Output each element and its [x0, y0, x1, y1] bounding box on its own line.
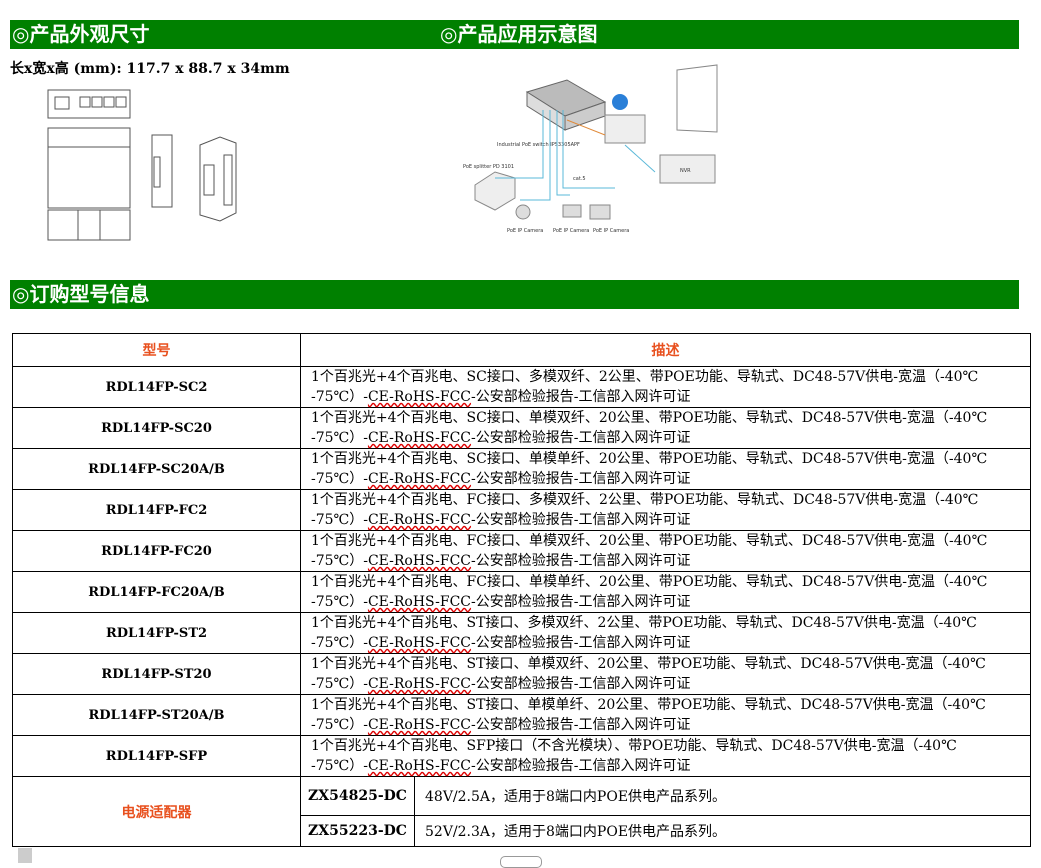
- camera-label: PoE IP Camera: [507, 228, 543, 234]
- model-cell: RDL14FP-SFP: [12, 735, 301, 777]
- description-cell: 1个百兆光+4个百兆电、FC接口、多模双纤、2公里、带POE功能、导轨式、DC4…: [300, 489, 1031, 531]
- adapter-label: 电源适配器: [12, 776, 301, 847]
- desc-line2b: -公安部检验报告-工信部入网许可证: [471, 635, 691, 651]
- desc-line1: 1个百兆光+4个百兆电、ST接口、单模单纤、20公里、带POE功能、导轨式、DC…: [311, 697, 986, 713]
- desc-line2a: -75℃）-: [311, 758, 368, 774]
- model-cell: RDL14FP-SC20A/B: [12, 448, 301, 490]
- model-cell: RDL14FP-FC20: [12, 530, 301, 572]
- scrollbar[interactable]: [18, 848, 32, 863]
- desc-line2b: -公安部检验报告-工信部入网许可证: [471, 717, 691, 733]
- model-cell: RDL14FP-FC2: [12, 489, 301, 531]
- table-row: RDL14FP-FC20 1个百兆光+4个百兆电、FC接口、单模双纤、20公里、…: [12, 530, 1031, 572]
- product-dimension-drawing: [47, 89, 237, 241]
- resize-handle[interactable]: [500, 856, 542, 868]
- description-cell: 1个百兆光+4个百兆电、ST接口、单模单纤、20公里、带POE功能、导轨式、DC…: [300, 694, 1031, 736]
- desc-line2b: -公安部检验报告-工信部入网许可证: [471, 389, 691, 405]
- table-row: RDL14FP-SC20 1个百兆光+4个百兆电、SC接口、单模双纤、20公里、…: [12, 407, 1031, 449]
- adapter-desc: 52V/2.3A，适用于8端口内POE供电产品系列。: [414, 815, 1031, 847]
- desc-line2a: -75℃）-: [311, 471, 368, 487]
- desc-cert: CE-RoHS-FCC: [367, 758, 472, 774]
- description-cell: 1个百兆光+4个百兆电、SC接口、单模双纤、20公里、带POE功能、导轨式、DC…: [300, 407, 1031, 449]
- camera-label: PoE IP Camera: [553, 228, 589, 234]
- adapter-desc: 48V/2.5A，适用于8端口内POE供电产品系列。: [414, 776, 1031, 816]
- section-title-ordering: ◎订购型号信息: [12, 282, 150, 306]
- desc-line1: 1个百兆光+4个百兆电、SC接口、单模单纤、20公里、带POE功能、导轨式、DC…: [311, 451, 988, 467]
- desc-line2b: -公安部检验报告-工信部入网许可证: [471, 758, 691, 774]
- section-title-application: ◎产品应用示意图: [440, 22, 598, 46]
- desc-line1: 1个百兆光+4个百兆电、ST接口、多模双纤、2公里、带POE功能、导轨式、DC4…: [311, 615, 977, 631]
- model-cell: RDL14FP-ST20A/B: [12, 694, 301, 736]
- desc-cert: CE-RoHS-FCC: [367, 635, 472, 651]
- table-row: RDL14FP-FC20A/B 1个百兆光+4个百兆电、FC接口、单模单纤、20…: [12, 571, 1031, 613]
- desc-line2a: -75℃）-: [311, 512, 368, 528]
- model-cell: RDL14FP-ST20: [12, 653, 301, 695]
- table-header-row: 型号 描述: [12, 333, 1031, 367]
- description-cell: 1个百兆光+4个百兆电、SFP接口（不含光模块）、带POE功能、导轨式、DC48…: [300, 735, 1031, 777]
- splitter-label: PoE splitter PD 3101: [463, 164, 514, 170]
- model-cell: RDL14FP-SC2: [12, 366, 301, 408]
- table-row: RDL14FP-ST20A/B 1个百兆光+4个百兆电、ST接口、单模单纤、20…: [12, 694, 1031, 736]
- desc-cert: CE-RoHS-FCC: [367, 594, 472, 610]
- table-row: RDL14FP-SC20A/B 1个百兆光+4个百兆电、SC接口、单模单纤、20…: [12, 448, 1031, 490]
- nvr-label: NVR: [680, 168, 691, 174]
- desc-line1: 1个百兆光+4个百兆电、SFP接口（不含光模块）、带POE功能、导轨式、DC48…: [311, 738, 957, 754]
- description-cell: 1个百兆光+4个百兆电、FC接口、单模双纤、20公里、带POE功能、导轨式、DC…: [300, 530, 1031, 572]
- desc-cert: CE-RoHS-FCC: [367, 471, 472, 487]
- section-bar-top: ◎产品外观尺寸 ◎产品应用示意图: [10, 20, 1019, 49]
- desc-line2b: -公安部检验报告-工信部入网许可证: [471, 430, 691, 446]
- description-cell: 1个百兆光+4个百兆电、ST接口、多模双纤、2公里、带POE功能、导轨式、DC4…: [300, 612, 1031, 654]
- dimensions-text: 长x宽x高 (mm): 117.7 x 88.7 x 34mm: [10, 61, 290, 77]
- adapter-model: ZX55223-DC: [300, 815, 415, 847]
- desc-line2a: -75℃）-: [311, 717, 368, 733]
- model-cell: RDL14FP-FC20A/B: [12, 571, 301, 613]
- cable-label: cat.5: [573, 176, 586, 182]
- desc-line2b: -公安部检验报告-工信部入网许可证: [471, 512, 691, 528]
- table-row: RDL14FP-SFP 1个百兆光+4个百兆电、SFP接口（不含光模块）、带PO…: [12, 735, 1031, 777]
- desc-cert: CE-RoHS-FCC: [367, 389, 472, 405]
- ordering-table: 型号 描述 RDL14FP-SC2 1个百兆光+4个百兆电、SC接口、多模双纤、…: [12, 333, 1031, 847]
- desc-line2a: -75℃）-: [311, 594, 368, 610]
- desc-line1: 1个百兆光+4个百兆电、FC接口、单模双纤、20公里、带POE功能、导轨式、DC…: [311, 533, 988, 549]
- table-row: RDL14FP-FC2 1个百兆光+4个百兆电、FC接口、多模双纤、2公里、带P…: [12, 489, 1031, 531]
- switch-label: Industrial PoE switch IPS3305APF: [497, 142, 580, 148]
- table-row-adapter: ZX55223-DC 52V/2.3A，适用于8端口内POE供电产品系列。: [13, 815, 1031, 847]
- desc-line2b: -公安部检验报告-工信部入网许可证: [471, 676, 691, 692]
- description-cell: 1个百兆光+4个百兆电、ST接口、单模双纤、20公里、带POE功能、导轨式、DC…: [300, 653, 1031, 695]
- application-diagram: Industrial PoE switch IPS3305APF PoE spl…: [463, 64, 718, 234]
- description-cell: 1个百兆光+4个百兆电、SC接口、多模双纤、2公里、带POE功能、导轨式、DC4…: [300, 366, 1031, 408]
- desc-line2a: -75℃）-: [311, 553, 368, 569]
- desc-cert: CE-RoHS-FCC: [367, 553, 472, 569]
- model-cell: RDL14FP-ST2: [12, 612, 301, 654]
- desc-cert: CE-RoHS-FCC: [367, 512, 472, 528]
- desc-line2a: -75℃）-: [311, 430, 368, 446]
- desc-line2b: -公安部检验报告-工信部入网许可证: [471, 471, 691, 487]
- table-row: RDL14FP-ST20 1个百兆光+4个百兆电、ST接口、单模双纤、20公里、…: [12, 653, 1031, 695]
- desc-line1: 1个百兆光+4个百兆电、ST接口、单模双纤、20公里、带POE功能、导轨式、DC…: [311, 656, 986, 672]
- section-bar-ordering: ◎订购型号信息: [10, 280, 1019, 309]
- desc-line2a: -75℃）-: [311, 389, 368, 405]
- desc-line1: 1个百兆光+4个百兆电、FC接口、多模双纤、2公里、带POE功能、导轨式、DC4…: [311, 492, 979, 508]
- adapter-model: ZX54825-DC: [300, 776, 415, 816]
- desc-line2a: -75℃）-: [311, 635, 368, 651]
- description-cell: 1个百兆光+4个百兆电、FC接口、单模单纤、20公里、带POE功能、导轨式、DC…: [300, 571, 1031, 613]
- camera-label: PoE IP Camera: [593, 228, 629, 234]
- table-row-adapter: 电源适配器 ZX54825-DC 48V/2.5A，适用于8端口内POE供电产品…: [12, 776, 1031, 847]
- desc-cert: CE-RoHS-FCC: [367, 430, 472, 446]
- desc-cert: CE-RoHS-FCC: [367, 717, 472, 733]
- header-model: 型号: [12, 333, 301, 367]
- desc-cert: CE-RoHS-FCC: [367, 676, 472, 692]
- table-row: RDL14FP-ST2 1个百兆光+4个百兆电、ST接口、多模双纤、2公里、带P…: [12, 612, 1031, 654]
- desc-line1: 1个百兆光+4个百兆电、SC接口、多模双纤、2公里、带POE功能、导轨式、DC4…: [311, 369, 979, 385]
- model-cell: RDL14FP-SC20: [12, 407, 301, 449]
- section-title-appearance: ◎产品外观尺寸: [12, 22, 150, 46]
- desc-line2b: -公安部检验报告-工信部入网许可证: [471, 553, 691, 569]
- desc-line2b: -公安部检验报告-工信部入网许可证: [471, 594, 691, 610]
- description-cell: 1个百兆光+4个百兆电、SC接口、单模单纤、20公里、带POE功能、导轨式、DC…: [300, 448, 1031, 490]
- table-row: RDL14FP-SC2 1个百兆光+4个百兆电、SC接口、多模双纤、2公里、带P…: [12, 366, 1031, 408]
- header-description: 描述: [300, 333, 1031, 367]
- desc-line1: 1个百兆光+4个百兆电、SC接口、单模双纤、20公里、带POE功能、导轨式、DC…: [311, 410, 988, 426]
- desc-line2a: -75℃）-: [311, 676, 368, 692]
- desc-line1: 1个百兆光+4个百兆电、FC接口、单模单纤、20公里、带POE功能、导轨式、DC…: [311, 574, 988, 590]
